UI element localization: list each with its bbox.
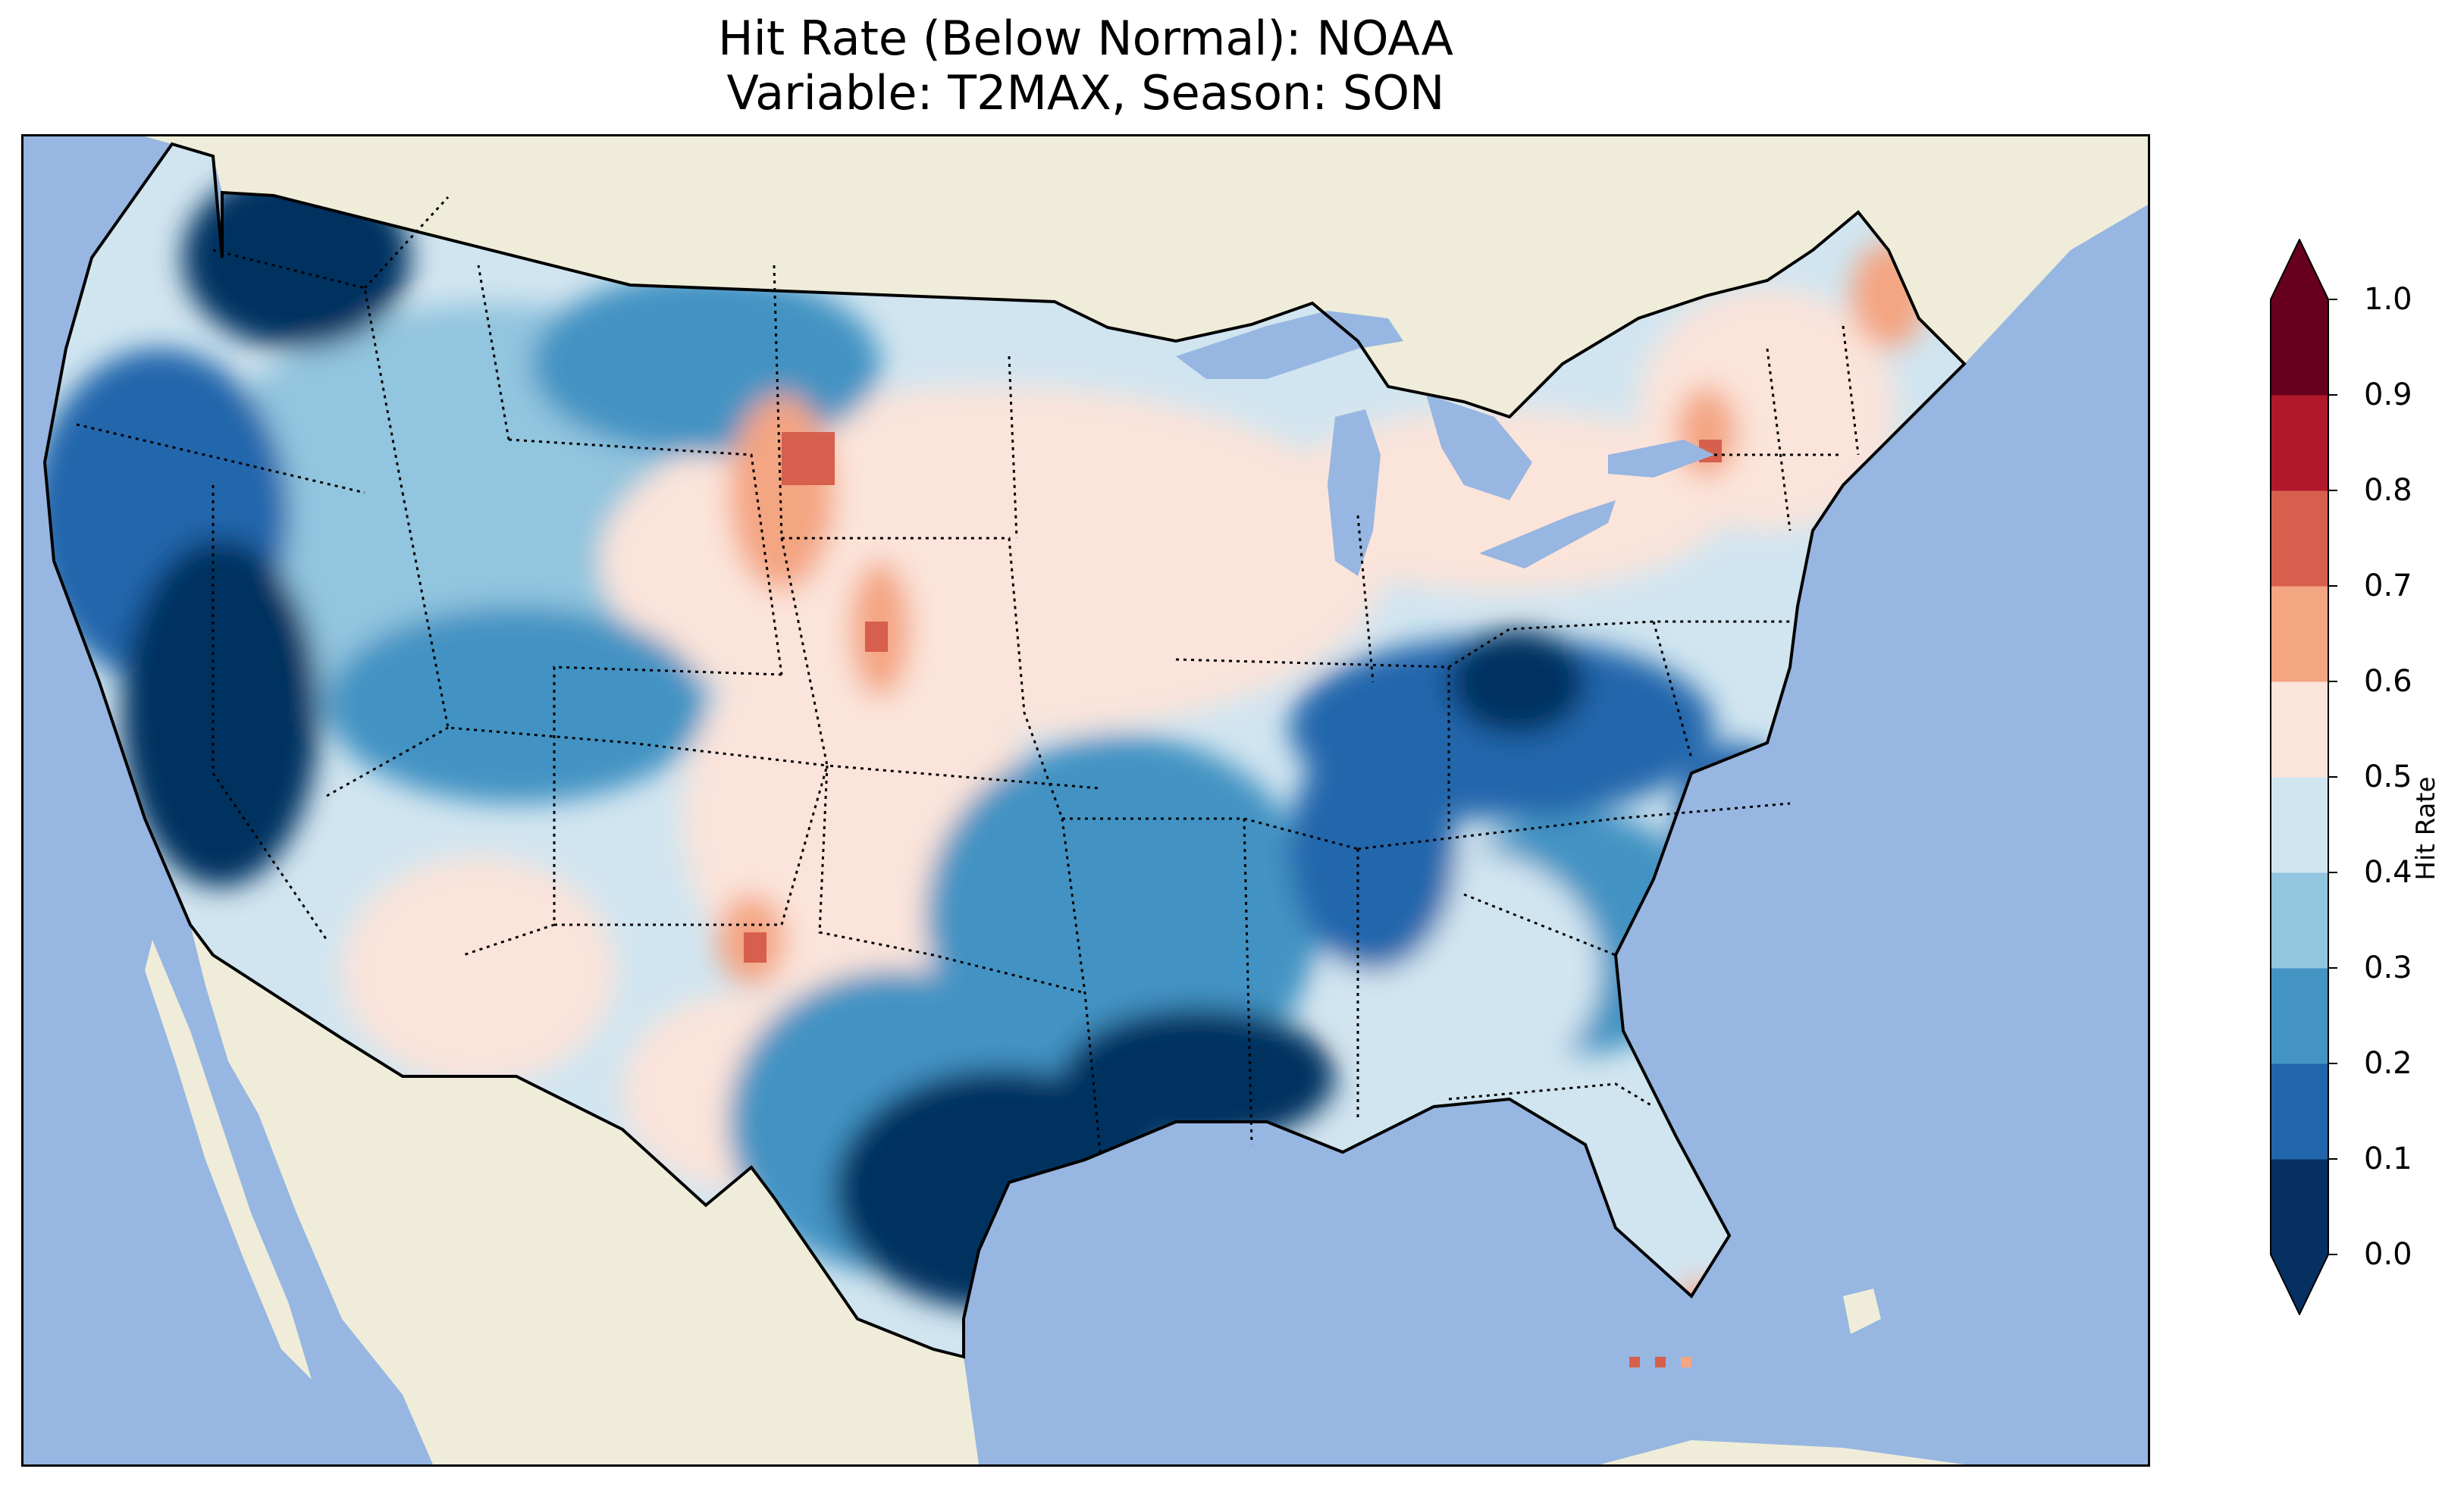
colorbar-tick-label: 0.5 bbox=[2364, 760, 2412, 794]
hit-rate-region bbox=[342, 857, 615, 1084]
hit-rate-region bbox=[744, 932, 766, 963]
colorbar-label: Hit Rate bbox=[2411, 776, 2441, 881]
bahamas-land bbox=[1843, 1289, 1881, 1334]
canada-land bbox=[24, 136, 2148, 417]
colorbar bbox=[2270, 239, 2337, 1315]
colorbar-tick-label: 0.8 bbox=[2364, 473, 2412, 508]
hit-rate-region bbox=[122, 538, 319, 887]
hit-rate-region bbox=[1681, 1357, 1691, 1367]
hit-rate-region bbox=[865, 622, 888, 652]
colorbar-bin bbox=[2271, 968, 2328, 1064]
colorbar-bin bbox=[2271, 490, 2328, 587]
baja-peninsula bbox=[145, 940, 312, 1380]
hit-rate-region bbox=[1062, 1008, 1335, 1145]
colorbar-bin bbox=[2271, 681, 2328, 778]
hit-rate-region bbox=[327, 606, 706, 803]
colorbar-bin bbox=[2271, 872, 2328, 969]
colorbar-extend-max bbox=[2271, 239, 2328, 299]
lake-ontario bbox=[1608, 440, 1714, 478]
hit-rate-region bbox=[1629, 1357, 1640, 1367]
hit-rate-region bbox=[531, 273, 880, 455]
lake-erie bbox=[1479, 500, 1616, 568]
colorbar-bin bbox=[2271, 395, 2328, 491]
chart-title-line-1: Hit Rate (Below Normal): NOAA bbox=[718, 11, 1453, 66]
state-borders bbox=[76, 196, 1860, 1153]
colorbar-tick-label: 0.7 bbox=[2364, 568, 2412, 603]
colorbar-bin bbox=[2271, 1063, 2328, 1160]
chart-title-line-2: Variable: T2MAX, Season: SON bbox=[726, 65, 1445, 121]
colorbar-tick-label: 1.0 bbox=[2364, 282, 2412, 317]
colorbar-bin bbox=[2271, 586, 2328, 682]
mexico-land bbox=[190, 925, 979, 1464]
colorbar-bin bbox=[2271, 299, 2328, 396]
map-panel bbox=[21, 134, 2150, 1467]
hit-rate-region bbox=[1290, 728, 1456, 970]
lake-superior bbox=[1176, 311, 1403, 379]
colorbar-tick-label: 0.6 bbox=[2364, 664, 2412, 699]
colorbar-tick-label: 0.4 bbox=[2364, 855, 2412, 890]
hit-rate-region bbox=[1655, 1357, 1666, 1367]
colorbar-extend-min bbox=[2271, 1254, 2328, 1315]
hit-rate-region bbox=[1449, 629, 1585, 735]
hit-rate-region bbox=[729, 394, 835, 591]
colorbar-bin bbox=[2271, 1159, 2328, 1255]
lake-michigan bbox=[1328, 409, 1381, 576]
colorbar-tick-label: 0.9 bbox=[2364, 377, 2412, 412]
lake-huron bbox=[1426, 394, 1532, 500]
cuba-land bbox=[1600, 1440, 1964, 1464]
colorbar-tick-label: 0.1 bbox=[2364, 1142, 2412, 1176]
colorbar-bin bbox=[2271, 777, 2328, 873]
colorbar-tick-label: 0.2 bbox=[2364, 1046, 2412, 1081]
us-coastline bbox=[42, 142, 1967, 1359]
colorbar-tick-label: 0.0 bbox=[2364, 1237, 2412, 1272]
hit-rate-region bbox=[782, 432, 835, 485]
colorbar-tick-label: 0.3 bbox=[2364, 951, 2412, 985]
hit-rate-region bbox=[926, 735, 1320, 1099]
